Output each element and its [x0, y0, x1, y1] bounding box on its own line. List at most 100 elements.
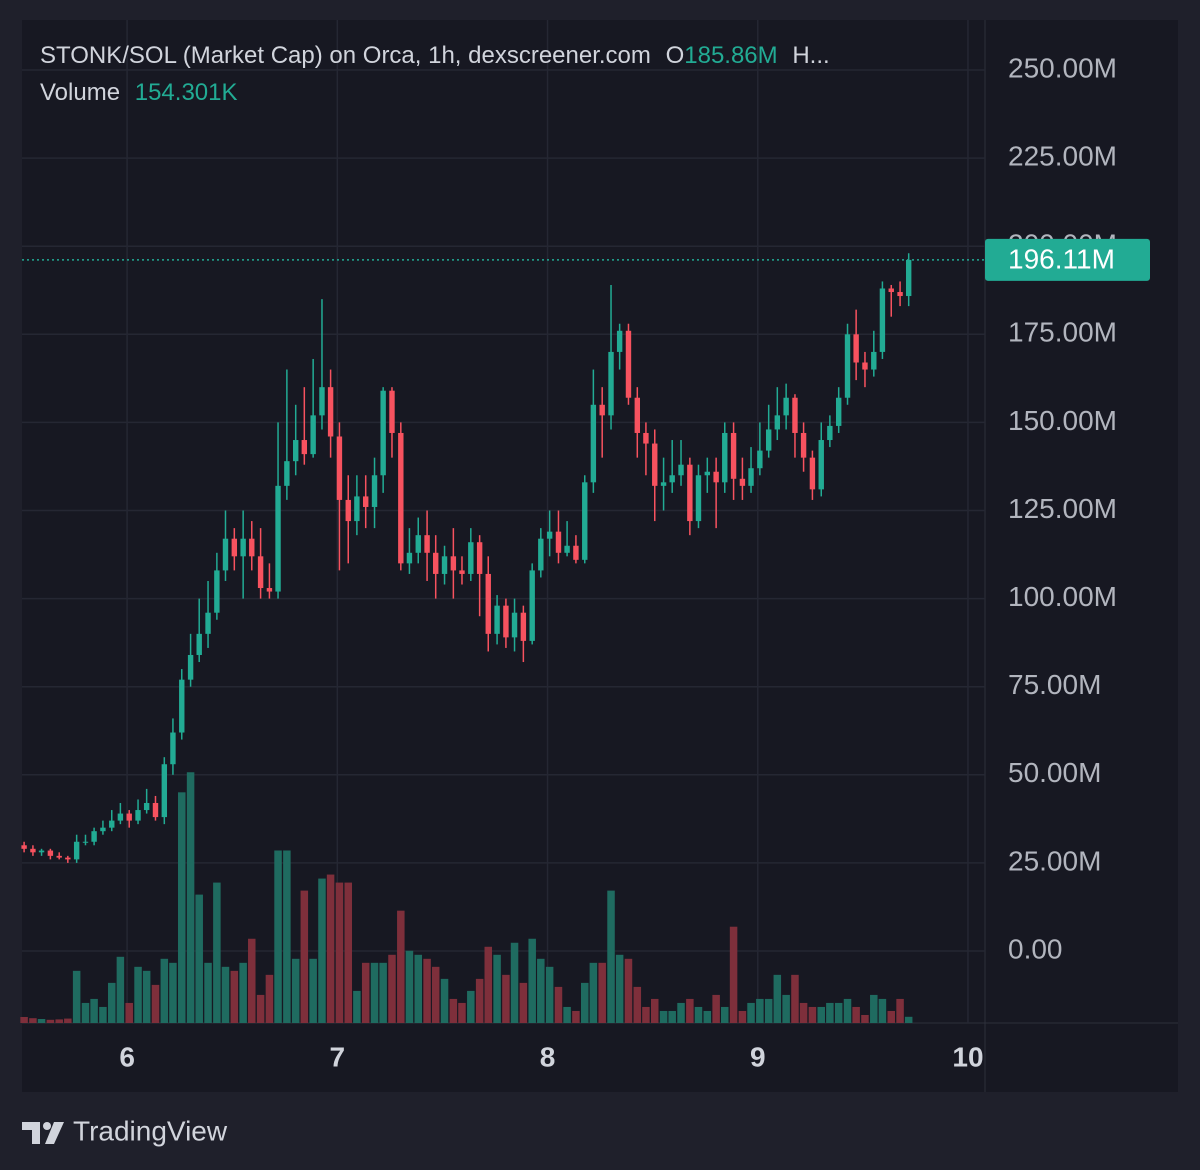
candle-body — [538, 538, 544, 571]
volume-bar — [668, 1010, 676, 1023]
candle-body — [643, 432, 649, 444]
volume-bar — [650, 998, 659, 1023]
candle-body — [459, 570, 465, 574]
volume-bar — [545, 966, 554, 1023]
volume-bar — [20, 1016, 28, 1023]
candle-body — [494, 605, 500, 634]
volume-bar — [502, 974, 510, 1023]
volume-bar — [186, 772, 195, 1023]
candle-body — [187, 654, 194, 680]
volume-value: 154.301K — [135, 79, 238, 106]
candle-body — [292, 440, 299, 462]
candle-body — [704, 471, 711, 476]
volume-bar — [528, 938, 536, 1023]
y-tick-label: 25.00M — [1008, 845, 1101, 876]
volume-bar — [72, 970, 81, 1023]
volume-bar — [484, 946, 493, 1023]
candle-body — [520, 612, 527, 641]
candle-body — [371, 475, 378, 507]
candle-body — [336, 436, 343, 500]
volume-bar — [904, 1016, 913, 1023]
candle-body — [765, 429, 772, 451]
volume-bar — [283, 850, 291, 1023]
candle-body — [511, 612, 518, 638]
candle-body — [38, 850, 45, 853]
candle-body — [73, 841, 80, 860]
last-price-label: 196.11M — [1008, 243, 1115, 274]
candle-body — [809, 457, 816, 490]
volume-bar — [142, 970, 151, 1023]
candle-body — [301, 440, 308, 455]
candle-body — [818, 440, 824, 490]
volume-bar — [808, 1006, 817, 1023]
candle-body — [135, 810, 141, 821]
volume-bar — [887, 1010, 895, 1023]
volume-bar — [572, 1010, 580, 1023]
candle-body — [441, 556, 448, 574]
candle-body — [161, 764, 168, 818]
candle-body — [170, 732, 176, 765]
candle-body — [82, 841, 89, 843]
volume-bar — [659, 1010, 668, 1023]
candle-body — [65, 857, 71, 860]
candle-body — [249, 538, 255, 557]
volume-bar — [55, 1019, 63, 1023]
volume-bar — [703, 1010, 712, 1023]
candle-body — [310, 415, 316, 455]
volume-bar — [134, 966, 142, 1023]
volume-bar — [116, 956, 125, 1023]
legend-open-label: O — [666, 42, 685, 69]
volume-bar — [870, 994, 878, 1023]
volume-bar — [467, 990, 475, 1023]
volume-bar — [431, 966, 440, 1023]
candle-body — [424, 535, 430, 553]
volume-bar — [773, 974, 782, 1023]
candle-body — [56, 855, 62, 858]
candle-body — [827, 425, 833, 441]
volume-bar — [493, 954, 501, 1023]
candle-body — [398, 432, 404, 564]
volume-bar — [160, 958, 169, 1023]
volume-bar — [510, 942, 519, 1023]
candle-body — [91, 831, 97, 842]
x-tick-label: 6 — [119, 1041, 135, 1072]
y-tick-label: 75.00M — [1008, 669, 1101, 700]
candle-body — [30, 848, 36, 853]
candle-body — [652, 443, 658, 486]
volume-bar — [563, 1006, 571, 1023]
brand-name: TradingView — [73, 1115, 228, 1146]
volume-bar — [738, 1010, 747, 1023]
y-tick-label: 250.00M — [1008, 52, 1117, 83]
volume-bar — [861, 1014, 869, 1023]
candle-body — [327, 387, 334, 437]
volume-bar — [256, 994, 265, 1023]
volume-bar — [90, 998, 98, 1023]
candle-body — [871, 351, 877, 370]
volume-bar — [554, 986, 563, 1023]
chart-panel — [22, 20, 1178, 1092]
volume-bar — [642, 1006, 650, 1023]
volume-bar — [791, 974, 799, 1023]
x-tick-label: 8 — [540, 1041, 556, 1072]
candle-body — [485, 573, 491, 634]
volume-bar — [29, 1018, 37, 1023]
y-tick-label: 125.00M — [1008, 493, 1117, 524]
last-price-badge — [985, 238, 1150, 281]
volume-bar — [624, 958, 633, 1023]
candle-body — [660, 482, 667, 486]
y-tick-label: 150.00M — [1008, 405, 1117, 436]
volume-bar — [204, 962, 212, 1023]
x-tick-label: 7 — [330, 1041, 346, 1072]
volume-bar — [834, 1002, 843, 1023]
volume-bar — [397, 910, 405, 1023]
volume-bar — [239, 962, 247, 1023]
volume-bar — [326, 874, 335, 1023]
candle-body — [739, 478, 746, 486]
candle-body — [713, 471, 719, 483]
y-tick-label: 0.00 — [1008, 933, 1063, 964]
volume-bar — [756, 998, 764, 1023]
volume-bar — [782, 994, 790, 1023]
volume-bar — [817, 1006, 825, 1023]
candle-body — [853, 334, 859, 363]
candle-body — [100, 827, 106, 832]
